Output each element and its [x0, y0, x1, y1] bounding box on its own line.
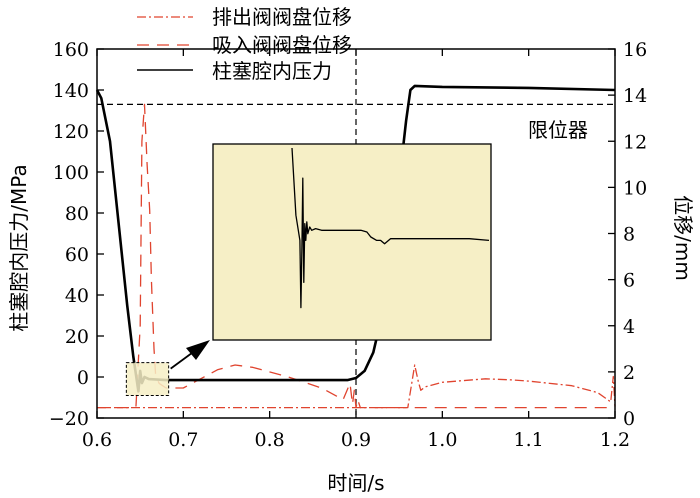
y-left-tick-label: 100 — [53, 162, 89, 184]
y-left-tick-label: 80 — [65, 203, 89, 225]
inset-highlight-region — [125, 362, 170, 396]
x-tick-label: 0.9 — [341, 429, 371, 451]
inset-pressure-curve — [291, 147, 490, 309]
y-right-tick-label: 12 — [623, 131, 647, 153]
axes: 0.6 0.7 0.8 0.9 1.0 1.1 1.21601401201008060402… — [49, 39, 647, 451]
y-right-tick-label: 4 — [623, 316, 635, 338]
x-tick-label: 0.8 — [255, 429, 285, 451]
legend-label-discharge: 排出阀阀盘位移 — [212, 5, 352, 29]
y-left-tick-label: 60 — [65, 244, 89, 266]
series-suction-valve — [97, 103, 615, 409]
series-layer — [95, 84, 616, 409]
x-axis-title: 时间/s — [327, 471, 384, 495]
limiter-label: 限位器 — [528, 118, 588, 142]
y-right-tick-label: 8 — [623, 224, 635, 246]
inset — [125, 143, 492, 396]
x-tick-label: 1.2 — [600, 429, 630, 451]
y-left-tick-label: 120 — [53, 121, 89, 143]
y-left-tick-label: 0 — [77, 367, 89, 389]
inset-box — [212, 143, 492, 341]
y-left-tick-label: 140 — [53, 80, 89, 102]
legend-label-suction: 吸入阀阀盘位移 — [212, 33, 352, 57]
x-tick-label: 0.6 — [82, 429, 112, 451]
y-right-tick-label: 2 — [623, 362, 635, 384]
inset-arrow-head — [186, 340, 210, 360]
y-left-tick-label: 40 — [65, 285, 89, 307]
y-left-tick-label: 160 — [53, 39, 89, 61]
y-right-tick-label: 16 — [623, 39, 647, 61]
y-left-tick-label: 20 — [65, 326, 89, 348]
x-tick-label: 0.7 — [168, 429, 198, 451]
legend: 排出阀阀盘位移 吸入阀阀盘位移 柱塞腔内压力 — [137, 5, 352, 83]
y-right-tick-label: 14 — [623, 85, 647, 107]
y-right-tick-label: 0 — [623, 408, 635, 430]
y-left-axis-title: 柱塞腔内压力/MPa — [7, 164, 31, 331]
series-discharge-valve — [97, 364, 616, 409]
series-pressure — [95, 84, 616, 393]
x-tick-label: 1.0 — [427, 429, 457, 451]
legend-label-pressure: 柱塞腔内压力 — [212, 59, 332, 83]
y-left-tick-label: −20 — [49, 408, 89, 430]
y-right-tick-label: 10 — [623, 177, 647, 199]
x-tick-label: 1.1 — [514, 429, 544, 451]
y-right-axis-title: 位移/mm — [671, 195, 695, 281]
y-right-tick-label: 6 — [623, 270, 635, 292]
